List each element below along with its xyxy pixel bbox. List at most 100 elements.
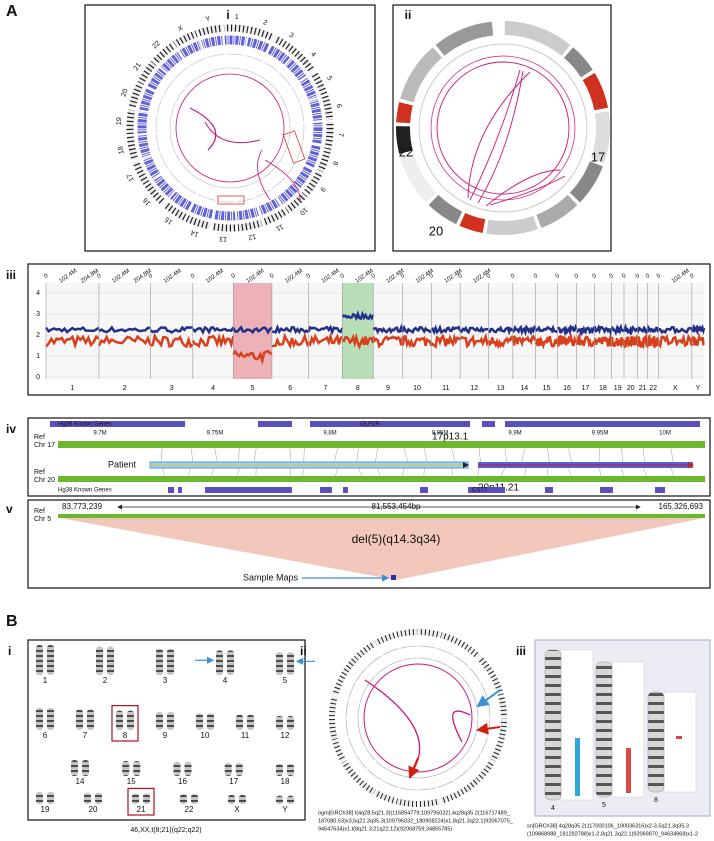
chromosome	[132, 793, 139, 804]
chromosome-label: 17	[126, 172, 136, 182]
copy-track	[622, 323, 639, 336]
cnv-call	[575, 738, 580, 796]
panel-letter: B	[6, 613, 18, 630]
alignment-line	[500, 467, 506, 477]
chromosome-label: 5	[251, 385, 255, 392]
chromosome-label: 14	[190, 228, 200, 237]
scale-label: 0	[621, 273, 628, 280]
chromosome-label: 12	[281, 731, 290, 740]
ideogram-segment	[569, 161, 603, 203]
gene	[168, 487, 174, 493]
alignment-line	[190, 447, 194, 463]
ideogram	[647, 691, 665, 793]
alignment-line	[301, 467, 305, 477]
coordinate-label: 165,326,693	[659, 502, 704, 511]
chromosome	[276, 652, 283, 675]
scale-label: 0	[656, 273, 663, 280]
chromosome	[180, 794, 187, 804]
scale-label: 0	[574, 273, 581, 280]
chromosome-divider	[353, 653, 377, 677]
chromosome-label: 7	[323, 385, 327, 392]
copy-track	[646, 323, 660, 334]
scale-label: 0	[592, 273, 599, 280]
chromosome-divider	[330, 693, 361, 704]
ideogram-segment	[396, 126, 413, 154]
deletion-region	[60, 518, 704, 580]
chromosome-divider	[283, 153, 325, 175]
chromosome-divider	[469, 747, 497, 764]
panel-frame	[27, 639, 306, 821]
panel-label: iv	[6, 422, 16, 436]
scale-label: 0	[609, 273, 616, 280]
chromosome-label: 9	[318, 186, 326, 193]
gene-label: GLP2R	[360, 422, 380, 428]
y-tick-label: 1	[36, 353, 40, 360]
chromosome-label: 4	[309, 51, 317, 59]
chromosome-label: 6	[288, 385, 292, 392]
chromosome-divider	[469, 672, 497, 689]
chromosome-divider	[447, 639, 464, 667]
scale-label: 0	[635, 273, 642, 280]
copy-track	[511, 324, 537, 337]
reference-map	[58, 514, 705, 518]
chromosome-label: 8	[654, 797, 658, 804]
allele-track	[534, 335, 559, 350]
scale-label: 0	[533, 273, 540, 280]
allele-track	[97, 334, 152, 347]
chromosome-divider	[170, 40, 198, 79]
gene	[655, 487, 665, 493]
chromosome-label: 3	[163, 676, 168, 685]
chromosome-label: 18	[599, 385, 607, 392]
chromosome-label: 16	[178, 777, 187, 786]
allele-track	[636, 333, 649, 350]
chromosome-divider	[135, 81, 177, 103]
ref-label: Ref	[34, 469, 45, 476]
call-label: del(5)(q14.3q34)	[352, 532, 441, 546]
chromosome-divider	[183, 181, 205, 223]
chromosome-divider	[240, 24, 252, 70]
allele-track	[232, 349, 273, 366]
reference-map	[58, 441, 705, 448]
alignment-line	[521, 447, 526, 463]
copy-track	[459, 325, 489, 335]
ideogram-segment	[400, 153, 437, 203]
ideogram-segment	[536, 194, 578, 228]
scale-label: 0	[231, 273, 238, 280]
chromosome-divider	[130, 146, 174, 164]
cnv-call	[676, 736, 682, 739]
gain-highlight	[342, 283, 374, 379]
allele-track	[45, 334, 100, 350]
ideogram	[595, 661, 613, 798]
chromosome	[276, 795, 283, 804]
allele-track	[575, 331, 596, 348]
chromosome	[47, 645, 54, 675]
chromosome-divider	[289, 119, 335, 125]
sv-link	[489, 175, 566, 206]
allele-track	[646, 333, 660, 349]
caption: ogm[GRCh38] t(4q28;5q21.3)(116854779;109…	[318, 810, 511, 816]
panel-label: iii	[6, 268, 16, 282]
ref-label: Ref	[34, 508, 45, 515]
reference-map	[58, 476, 705, 482]
chromosome	[196, 713, 203, 730]
caption: sn[GRCh38] 4q28q35.2(117000106_190036316…	[527, 823, 689, 829]
scale-label: 0	[486, 273, 493, 280]
copy-track	[430, 324, 462, 336]
scale-label: 0	[510, 273, 517, 280]
scale-label: 9.7M	[93, 431, 106, 437]
chromosome-label: 14	[76, 777, 85, 786]
ideogram-segment	[400, 47, 443, 103]
chromosome-label: 7	[337, 133, 344, 137]
y-tick-label: 3	[36, 311, 40, 318]
chromosome	[276, 763, 283, 776]
alignment-line	[504, 447, 507, 463]
chromosome-label: X	[177, 25, 185, 33]
alignment-line	[643, 447, 645, 463]
chromosome-label: 19	[41, 805, 50, 814]
chromosome-label: 22	[649, 385, 657, 392]
copy-track	[271, 324, 310, 335]
scale-label: 0	[340, 273, 347, 280]
y-tick-label: 0	[36, 374, 40, 381]
track-title: Hg38 Known Genes	[58, 422, 112, 428]
chromosome	[167, 648, 174, 675]
